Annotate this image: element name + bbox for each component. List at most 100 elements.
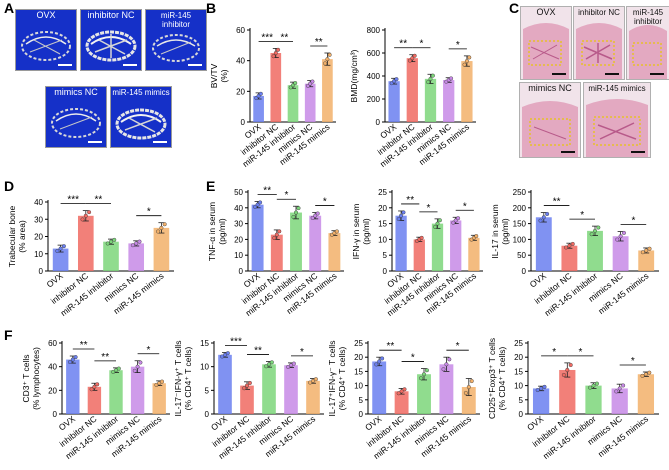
y-axis-label: TNF-α in serum [208,202,217,261]
data-point [61,244,66,249]
y-tick-label: 10 [200,363,209,372]
data-point [647,370,652,375]
data-point [258,200,263,205]
data-point [424,368,429,373]
data-point [380,356,385,361]
y-tick-label: 5 [383,251,388,260]
scale-bar [123,64,137,66]
data-point [594,381,599,386]
bar [77,215,94,271]
data-point [55,248,60,253]
data-point [112,237,117,242]
data-point [271,54,276,59]
bone-scan-icon [115,108,167,140]
chart-il17neg-ifng: 0 5 10 15 IL-17⁻IFN-γ⁺ T cells (% CD4⁺ T cell… [174,336,324,461]
significance-label: * [456,40,460,51]
data-point [643,372,648,377]
data-point [89,387,94,392]
significance-label: ** [80,340,88,351]
y-tick-label: 5 [359,396,364,405]
y-tick-label: 20 [234,235,243,244]
y-tick-label: 40 [236,57,245,66]
data-point [570,241,575,246]
data-point [132,368,137,373]
y-tick-label: 20 [514,353,523,362]
ct-caption: miR-145 mimics [112,88,170,97]
data-point [266,362,271,367]
data-point [73,355,78,360]
data-point [463,390,468,395]
y-tick-label: 0 [522,267,527,276]
data-point [539,386,544,391]
data-point [274,232,279,237]
chart-il17-ifngneg: 0 5 10 15 20 25 IL-17⁺IFN-γ⁻ T cells (% CD4⁺ T … [328,339,480,461]
y-tick-label: 20 [354,353,363,362]
bar [103,241,119,271]
bar [309,215,322,271]
y-tick-label: 0 [383,267,388,276]
y-tick-label: 0 [376,118,381,127]
scale-bar [650,73,664,75]
ct-image-ovx: OVX [15,9,77,71]
bone-scan-icon [51,108,101,138]
bar [532,388,550,414]
bar [306,380,320,414]
y-tick-label: 5 [205,386,210,395]
chart-cd25-foxp3: 0 5 10 15 20 25 CD25⁺Foxp3⁺ T cells (% CD4⁺ T c… [488,338,659,461]
bar [128,243,145,271]
y-tick-label: 50 [517,251,526,260]
x-tick-label: OVX [525,413,546,432]
bar [253,95,264,122]
data-point [95,382,100,387]
significance-label: * [146,345,150,356]
scale-bar [153,141,167,143]
significance-label: * [578,347,582,358]
data-point [640,373,645,378]
data-point [80,217,85,222]
y-tick-label: 0 [359,410,364,419]
data-point [70,357,75,362]
tissue-section-icon [629,25,667,79]
significance-label: * [323,197,327,208]
data-point [334,229,339,234]
y-tick-label: 250 [513,188,527,197]
significance-label: * [300,347,304,358]
data-point [545,211,550,216]
y-tick-label: 600 [367,49,381,58]
histology-caption: inhibitor NC [578,8,620,17]
panel-label-a: A [4,0,15,16]
bar [450,220,462,271]
bar [66,359,80,414]
y-axis-label: IL-17⁻IFN-γ⁺ T cells [174,341,183,417]
data-point [564,245,569,250]
data-point [565,367,570,372]
data-point [421,372,426,377]
data-point [137,239,142,244]
ct-caption: inhibitor NC [87,10,135,20]
x-tick-label: OVX [528,270,549,289]
data-point [591,383,596,388]
bar [406,58,418,122]
histology-caption: miR-145 inhibitor [632,8,664,26]
significance-label: *** [261,32,273,43]
y-axis-label: CD25⁺Foxp3⁺ T cells [488,338,497,419]
bar [270,53,282,122]
significance-label: *** [230,336,242,347]
y-axis-label: (% area) [17,220,27,253]
y-tick-label: 0 [239,267,244,276]
y-tick-label: 20 [34,233,43,242]
significance-label: * [426,203,430,214]
data-point [253,204,258,209]
y-tick-label: 15 [378,220,387,229]
data-point [419,235,424,240]
data-point [535,388,540,393]
y-axis-label: (pg/ml) [217,218,227,245]
data-point [272,235,277,240]
bar [587,230,603,271]
data-point [291,214,296,219]
bar [251,204,264,271]
data-point [621,230,626,235]
data-point [617,386,622,391]
data-point [430,73,435,78]
